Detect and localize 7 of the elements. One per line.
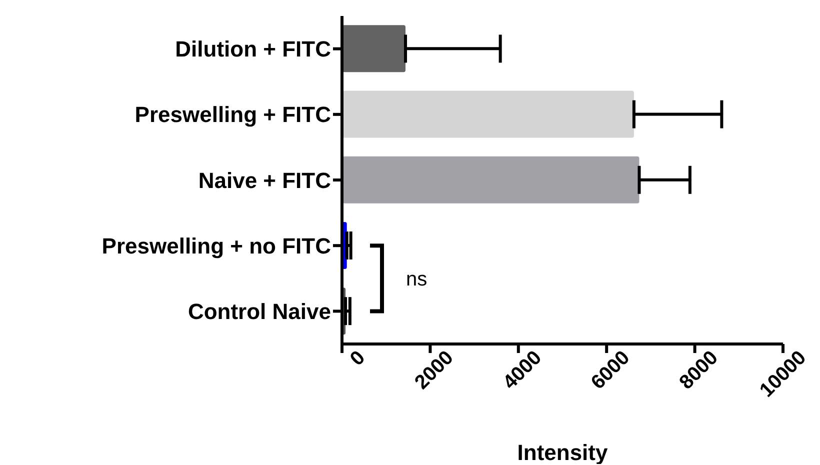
y-tick-label: Naive + FITC [198, 168, 332, 193]
y-tick-label: Preswelling + FITC [134, 102, 332, 128]
x-tick-label: 0 [346, 346, 370, 370]
y-tick-label: Dilution + FITC [175, 36, 332, 62]
y-tick-label: Preswelling + no FITC [102, 233, 332, 258]
annotation: ns [406, 268, 428, 290]
y-tick-label: Control Naive [188, 299, 331, 324]
